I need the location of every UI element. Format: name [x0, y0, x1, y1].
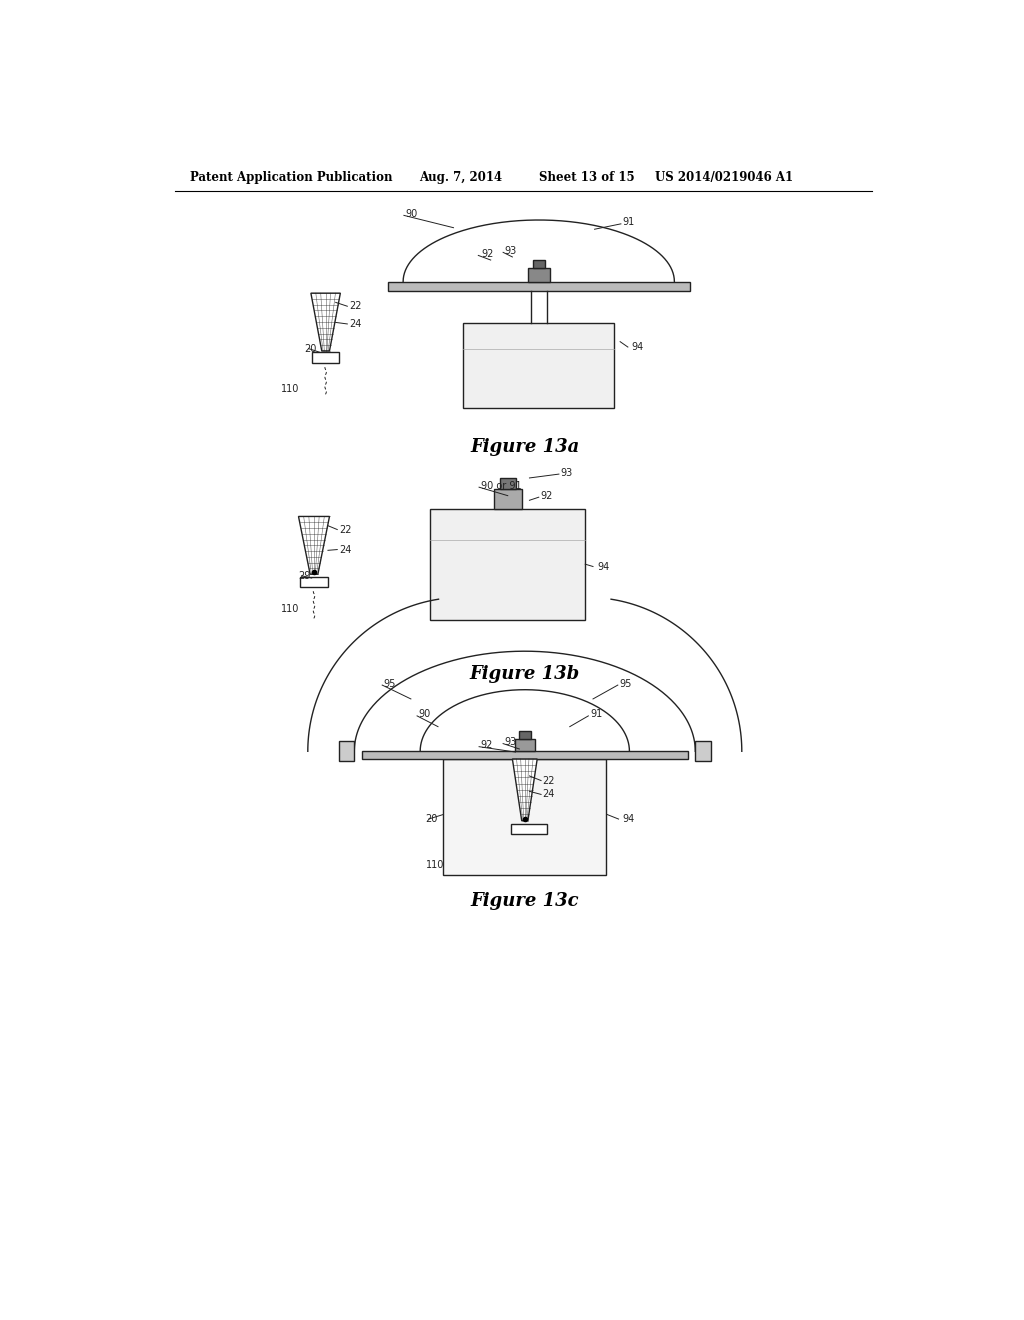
Text: 90: 90 [406, 209, 418, 219]
Bar [518, 731, 531, 739]
Bar [695, 742, 711, 762]
Text: 92: 92 [481, 249, 494, 259]
Text: 22: 22 [543, 776, 555, 785]
Text: 110: 110 [282, 603, 300, 614]
Bar [494, 488, 521, 508]
Bar [362, 751, 687, 759]
Text: Patent Application Publication: Patent Application Publication [190, 172, 392, 185]
Text: 91: 91 [623, 218, 635, 227]
Polygon shape [299, 516, 330, 574]
Text: 110: 110 [426, 861, 444, 870]
Text: 93: 93 [560, 467, 572, 478]
Text: Figure 13b: Figure 13b [470, 665, 580, 684]
Text: 94: 94 [632, 342, 644, 352]
Text: US 2014/0219046 A1: US 2014/0219046 A1 [655, 172, 794, 185]
Text: 91: 91 [590, 709, 602, 719]
Bar [300, 577, 328, 587]
Bar [443, 759, 606, 875]
Polygon shape [512, 759, 538, 821]
Bar [463, 323, 614, 408]
Bar [528, 268, 550, 281]
Bar [388, 281, 690, 290]
Bar [339, 742, 354, 762]
Bar [511, 824, 547, 834]
Text: 90 or 91: 90 or 91 [480, 480, 521, 491]
Text: 90: 90 [419, 709, 431, 719]
Text: 24: 24 [349, 319, 361, 329]
Text: 95: 95 [620, 678, 632, 689]
Text: 20: 20 [305, 343, 317, 354]
Text: 29: 29 [299, 570, 311, 581]
Text: 20: 20 [426, 814, 438, 824]
Text: 93: 93 [505, 246, 517, 256]
Text: 93: 93 [505, 737, 517, 747]
Bar [500, 478, 515, 488]
Polygon shape [311, 293, 340, 351]
Text: 24: 24 [339, 545, 351, 554]
Text: Sheet 13 of 15: Sheet 13 of 15 [539, 172, 635, 185]
Bar [532, 260, 545, 268]
Bar [515, 739, 535, 751]
Text: 92: 92 [541, 491, 553, 500]
Text: 92: 92 [480, 741, 493, 750]
Bar [430, 508, 586, 620]
Text: 22: 22 [339, 524, 351, 535]
Bar [312, 352, 339, 363]
Text: 94: 94 [597, 561, 609, 572]
Text: Figure 13c: Figure 13c [470, 892, 580, 911]
Text: 24: 24 [543, 789, 555, 800]
Text: 22: 22 [349, 301, 361, 312]
Text: 94: 94 [623, 814, 635, 824]
Text: Aug. 7, 2014: Aug. 7, 2014 [419, 172, 502, 185]
Text: 110: 110 [282, 384, 300, 395]
Text: 95: 95 [384, 678, 396, 689]
Text: Figure 13a: Figure 13a [470, 438, 580, 457]
